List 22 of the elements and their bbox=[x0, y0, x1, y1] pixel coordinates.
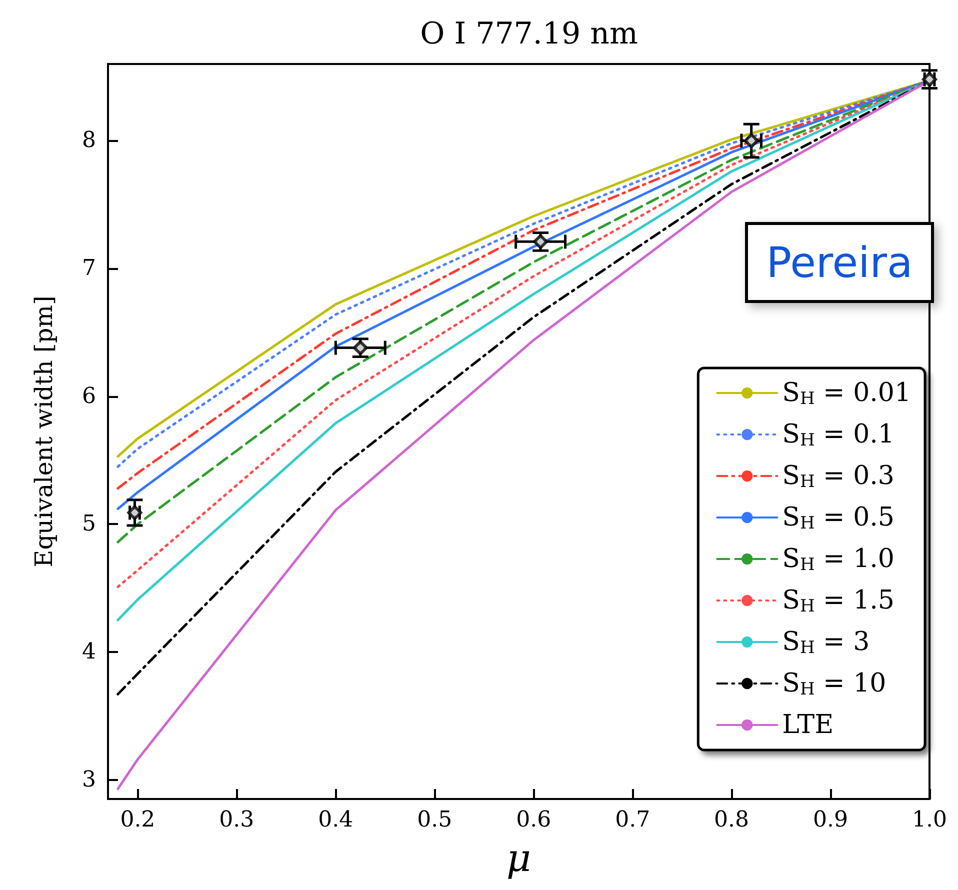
x-tick-label: 0.8 bbox=[714, 808, 750, 832]
x-tick-label: 0.7 bbox=[615, 808, 650, 832]
y-tick-label: 4 bbox=[82, 640, 96, 664]
x-tick-label: 1.0 bbox=[912, 808, 948, 832]
annotation: Pereira bbox=[766, 238, 913, 287]
y-axis-title: Equivalent width [pm] bbox=[30, 296, 58, 568]
x-tick-label: 0.2 bbox=[120, 808, 156, 832]
x-tick-label: 0.5 bbox=[417, 808, 452, 832]
x-axis-title: μ bbox=[506, 836, 532, 880]
point bbox=[744, 133, 759, 148]
x-tick-label: 0.9 bbox=[813, 808, 848, 832]
y-tick-label: 8 bbox=[82, 128, 96, 154]
x-tick-label: 0.6 bbox=[516, 808, 552, 832]
y-tick-label: 5 bbox=[82, 512, 96, 537]
legend-label: LTE bbox=[782, 710, 834, 740]
point bbox=[533, 234, 548, 250]
y-tick-label: 7 bbox=[82, 256, 96, 282]
x-tick-label: 0.4 bbox=[318, 808, 354, 832]
x-tick-label: 0.3 bbox=[219, 808, 254, 832]
y-tick-label: 3 bbox=[82, 767, 96, 792]
chart-title: O I 777.19 nm bbox=[420, 16, 638, 52]
y-tick-label: 6 bbox=[82, 384, 96, 409]
